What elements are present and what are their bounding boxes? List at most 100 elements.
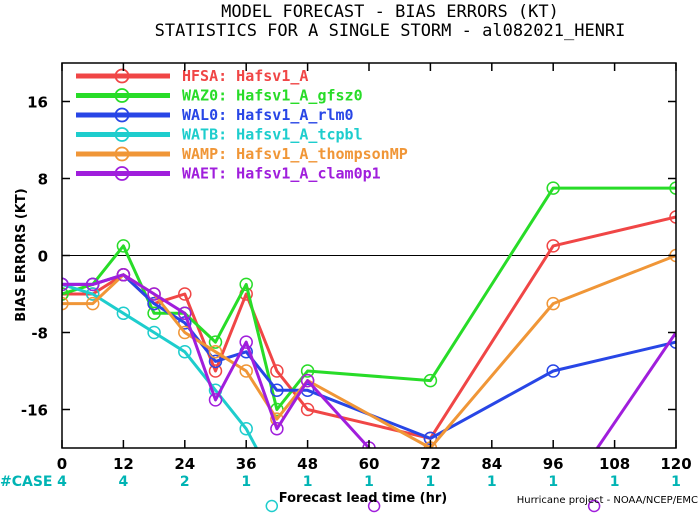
series-5 — [62, 268, 676, 448]
case-count: 1 — [610, 474, 620, 490]
case-count: 1 — [241, 474, 251, 490]
x-tick-label: 12 — [113, 455, 134, 473]
series-line — [62, 254, 676, 448]
data-point — [208, 393, 223, 407]
series-layer — [62, 181, 676, 448]
legend-marker — [114, 88, 130, 103]
offscale-marker — [367, 499, 381, 513]
data-point — [147, 287, 161, 301]
data-point — [178, 345, 192, 359]
data-point — [208, 335, 223, 349]
data-point — [423, 373, 438, 388]
data-point — [178, 287, 192, 301]
case-count: 1 — [364, 474, 374, 490]
x-tick-label: 60 — [359, 455, 380, 473]
data-point — [85, 287, 100, 301]
case-count: 4 — [57, 474, 67, 490]
data-point — [300, 402, 315, 417]
case-count-label: #CASE — [0, 474, 53, 490]
data-point — [62, 277, 69, 292]
x-tick-label: 84 — [481, 455, 502, 473]
data-point — [270, 383, 284, 397]
legend-label: WAET: Hafsv1_A_clam0p1 — [182, 165, 381, 183]
data-point — [85, 277, 100, 292]
legend-entry-4: WAMP: Hafsv1_A_thompsonMP — [76, 145, 408, 163]
data-point — [546, 296, 560, 311]
axes: 16 8 0 -8 -16 0 12 24 36 48 60 72 84 96 108 120 4 4 2 1 1 1 1 1… — [21, 62, 692, 513]
data-point — [208, 345, 223, 359]
legend-label: WAMP: Hafsv1_A_thompsonMP — [182, 145, 408, 163]
legend-label: WAL0: Hafsv1_A_rlm0 — [182, 106, 354, 124]
legend: HFSA: Hafsv1_A WAZ0: Hafsv1_A_gfsz0WAL0: … — [76, 67, 408, 183]
data-point — [116, 268, 131, 282]
data-point — [300, 364, 315, 378]
legend-label: WATB: Hafsv1_A_tcpbl — [182, 126, 363, 144]
data-point — [546, 364, 560, 378]
y-tick-label: 0 — [38, 248, 48, 266]
case-count: 1 — [303, 474, 313, 490]
legend-marker — [114, 146, 130, 162]
data-point — [147, 306, 161, 320]
case-count: 1 — [487, 474, 497, 490]
data-point — [116, 239, 131, 253]
y-tick-label: -16 — [21, 402, 48, 420]
data-point — [669, 181, 676, 195]
offscale-marker — [587, 499, 601, 513]
chart-title: MODEL FORECAST - BIAS ERRORS (KT) — [221, 2, 559, 22]
y-tick-label: 8 — [38, 171, 48, 189]
data-point — [62, 296, 69, 311]
data-point — [85, 296, 100, 311]
series-line — [62, 186, 676, 411]
x-tick-label: 72 — [420, 455, 441, 473]
credit-text: Hurricane project - NOAA/NCEP/EMC — [517, 495, 698, 506]
legend-entry-1: WAZ0: Hafsv1_A_gfsz0 — [76, 87, 363, 105]
x-tick-label: 48 — [297, 455, 318, 473]
x-tick-label: 0 — [57, 455, 67, 473]
case-count: 1 — [671, 474, 681, 490]
chart-subtitle: STATISTICS FOR A SINGLE STORM - al082021… — [155, 21, 626, 41]
x-tick-label: 24 — [174, 455, 195, 473]
legend-marker — [114, 68, 130, 84]
data-point — [239, 277, 253, 292]
legend-label: WAZ0: Hafsv1_A_gfsz0 — [182, 87, 363, 105]
y-tick-label: 16 — [27, 94, 48, 112]
legend-marker — [114, 127, 130, 142]
legend-entry-5: WAET: Hafsv1_A_clam0p1 — [76, 165, 381, 183]
data-point — [270, 364, 284, 378]
data-point — [546, 181, 560, 195]
y-axis-label: BIAS ERRORS (KT) — [14, 188, 29, 321]
data-point — [147, 325, 161, 340]
data-point — [300, 373, 315, 388]
legend-entry-0: HFSA: Hafsv1_A — [76, 67, 308, 85]
x-tick-label: 96 — [543, 455, 564, 473]
data-point — [116, 306, 131, 320]
data-point — [546, 239, 560, 253]
legend-marker — [114, 107, 130, 123]
series-2 — [62, 268, 676, 446]
data-point — [178, 306, 192, 320]
series-line — [62, 215, 676, 440]
case-count: 4 — [119, 474, 129, 490]
legend-label: HFSA: Hafsv1_A — [182, 67, 308, 85]
data-point — [239, 335, 253, 349]
y-tick-label: -8 — [31, 325, 48, 343]
case-count: 1 — [548, 474, 558, 490]
series-line — [62, 273, 372, 448]
offscale-marker — [265, 499, 279, 513]
data-point — [62, 287, 69, 301]
x-tick-label: 108 — [599, 455, 630, 473]
data-point — [270, 422, 284, 436]
data-point — [239, 422, 253, 436]
x-tick-label: 120 — [660, 455, 691, 473]
legend-marker — [114, 166, 130, 181]
case-count: 1 — [426, 474, 436, 490]
data-point — [239, 364, 253, 378]
data-point — [669, 210, 676, 224]
series-line-segment — [595, 331, 676, 448]
legend-entry-2: WAL0: Hafsv1_A_rlm0 — [76, 106, 354, 124]
data-point — [208, 364, 223, 378]
legend-entry-3: WATB: Hafsv1_A_tcpbl — [76, 126, 363, 144]
x-tick-label: 36 — [236, 455, 257, 473]
case-count: 2 — [180, 474, 190, 490]
